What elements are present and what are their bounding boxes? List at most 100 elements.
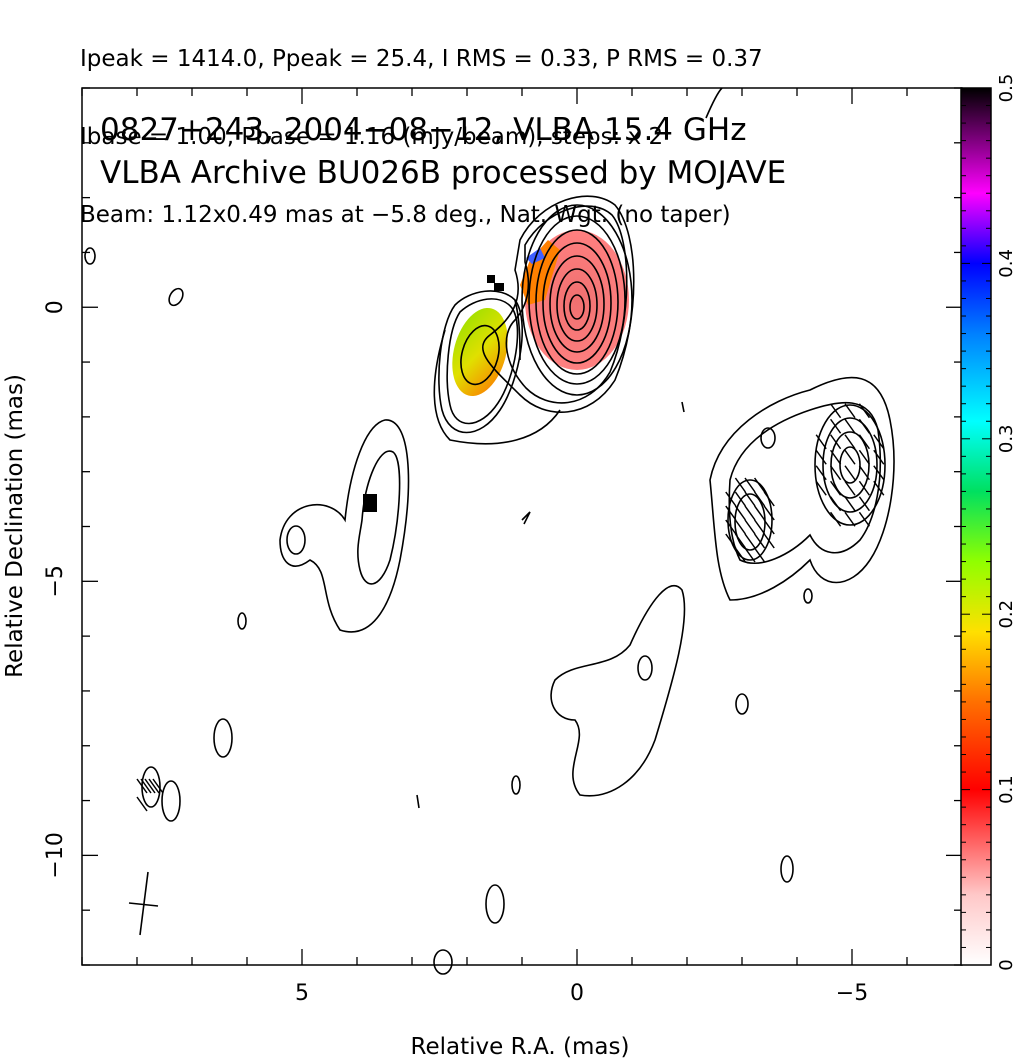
evpa-vector [753,547,766,563]
evpa-vector [829,496,842,512]
noise-contour-10 [780,855,794,883]
header-line-2: Ibase = 1.00, Pbase = 1.16 (mJy/beam), s… [80,124,664,150]
noise-contour-12 [433,949,453,975]
mid-jet-contour-inner [357,450,401,585]
evpa-vector [858,403,871,419]
evpa-vector [829,418,842,434]
evpa-vector [753,491,766,507]
header-line-3: Beam: 1.12x0.49 mas at −5.8 deg., Nat. W… [80,202,731,228]
southwest-knot-b-contour-2 [822,417,878,513]
evpa-vector [829,449,842,465]
x-tick-label: 0 [570,981,584,1006]
black-pixel-a [487,275,495,283]
evpa-vector [753,519,766,535]
black-pixel-c [363,494,377,512]
colorbar-tick-label: 0 [996,959,1017,970]
evpa-vector [829,511,842,527]
evpa-vector [140,778,152,794]
evpa-vector [744,519,756,535]
evpa-vector [744,533,756,549]
noise-contour-1 [84,247,96,265]
noise-contour-8 [511,775,521,795]
evpa-vector [753,505,766,521]
evpa-vector [763,533,775,549]
evpa-vector [858,496,871,512]
evpa-vector [753,477,766,493]
evpa-vector [858,434,871,450]
colorbar-tick-label: 0.2 [996,600,1017,629]
evpa-vector [744,547,756,563]
noise-contour-15 [416,794,420,809]
evpa-vector [763,491,775,507]
evpa-vector [815,480,827,496]
evpa-vector [858,418,871,434]
evpa-vector [136,796,148,812]
plot-area: 5 0 −5 0 −5 −10 0827+243, 2004−08−12, VLBA 15… [2,87,963,1060]
south-plume-contour [550,584,686,797]
colorbar-tick-label: 0.4 [996,249,1017,278]
jet-bridge-contour [433,299,561,445]
evpa-vector [858,449,871,465]
evpa-vector [873,449,885,465]
core-contour-10 [569,294,585,320]
y-tick-label: −5 [43,565,68,597]
evpa-vector [734,505,747,521]
evpa-vector [858,511,871,527]
evpa-vector [844,418,856,434]
evpa-vector [744,505,756,521]
evpa-vector [152,778,164,794]
colorbar-ticks: 0 0.1 0.2 0.3 0.4 0.5 [961,74,1017,971]
plot-frame [81,87,963,966]
noise-contour-9 [735,693,749,715]
mid-jet-small-contour [286,525,306,555]
evpa-vector [725,519,737,535]
polarization-vectors [136,403,885,812]
noise-contour-3 [237,612,247,630]
evpa-vector [148,778,160,794]
colorbar: 0 0.1 0.2 0.3 0.4 0.5 [960,74,1017,971]
evpa-vector [763,519,775,535]
evpa-vector [725,505,737,521]
evpa-vector [873,465,885,481]
beam-ellipse [128,871,159,936]
colorbar-tick-label: 0.5 [996,74,1017,103]
y-axis-label: Relative Declination (mas) [2,374,28,678]
evpa-vector [144,778,156,794]
southwest-knot-a-contour-1 [727,479,773,561]
evpa-vector [734,491,747,507]
core-contour-5 [535,229,619,375]
evpa-vector [734,547,747,563]
southwest-component-mid [728,401,882,564]
evpa-vector [744,477,756,493]
noise-contour-11 [803,588,813,604]
axes: 5 0 −5 0 −5 −10 [43,87,963,1006]
evpa-vector [858,465,871,481]
core-contour-7 [549,255,605,353]
core-contour-3 [521,204,633,396]
header-line-1: Ipeak = 1414.0, Ppeak = 25.4, I RMS = 0.… [80,46,763,72]
mid-jet-contour-outer [279,419,410,633]
core-contour-6 [542,242,612,364]
southwest-knot-b-contour-1 [814,404,886,526]
southwest-small-contour [760,427,776,449]
evpa-vector [844,480,856,496]
y-tick-label: −10 [43,832,68,878]
black-pixel-b [494,283,504,291]
evpa-vector [734,519,747,535]
evpa-vector [873,480,885,496]
evpa-vector [844,434,856,450]
map-header: Ipeak = 1414.0, Ppeak = 25.4, I RMS = 0.… [80,0,763,254]
evpa-vector [744,491,756,507]
jet-knot-contour-1 [438,290,524,434]
x-tick-label: −5 [836,981,868,1006]
evpa-vector [873,434,885,450]
noise-contour-16 [705,87,723,119]
south-plume-knot-contour [637,655,653,681]
evpa-vector [844,496,856,512]
colorbar-tick-label: 0.3 [996,424,1017,453]
noise-contour-6 [161,780,181,822]
evpa-vector [734,533,747,549]
evpa-vector [844,511,856,527]
evpa-vector [844,465,856,481]
